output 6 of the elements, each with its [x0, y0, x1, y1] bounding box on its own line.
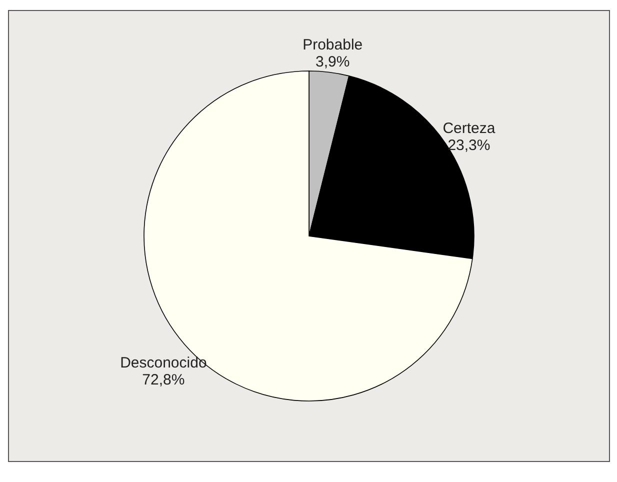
- slice-label: Certeza: [442, 120, 496, 138]
- slice-label: Desconocido: [120, 354, 207, 372]
- data-label: 3,9%: [315, 53, 350, 70]
- data-label: 72,8%: [142, 372, 185, 389]
- slice-label: Probable: [302, 36, 363, 54]
- data-label: 23,3%: [448, 137, 490, 154]
